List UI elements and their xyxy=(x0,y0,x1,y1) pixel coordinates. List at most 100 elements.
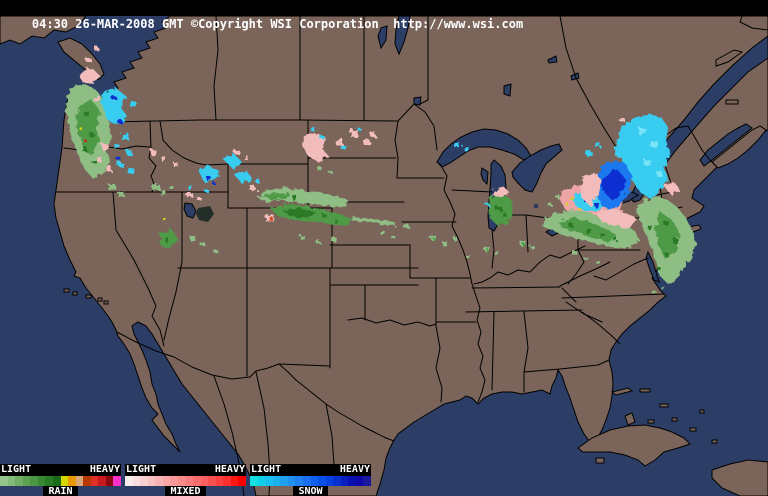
ar-tx-la-border xyxy=(435,277,443,403)
legend-color-segment xyxy=(200,476,209,486)
legend-color-segment xyxy=(45,476,53,486)
precip-new-england-snow xyxy=(580,114,680,228)
isle-of-youth xyxy=(595,457,605,464)
precip-cells-snow-cyan xyxy=(188,154,252,193)
legend-color-segment xyxy=(238,476,246,486)
al-ga-border xyxy=(523,311,529,373)
mn-west-border xyxy=(394,120,399,179)
va-nc-border xyxy=(561,293,665,299)
legend-color-segment xyxy=(147,476,156,486)
precip-cells-snow-cyan xyxy=(102,88,136,174)
legend-color-segment xyxy=(272,476,281,486)
bahamas-islands xyxy=(610,387,718,444)
nm-south-border xyxy=(278,363,331,367)
legend-color-segment xyxy=(68,476,76,486)
precip-cells-mixed xyxy=(494,187,510,197)
legend-color-segment xyxy=(125,476,133,486)
legend-color-segment xyxy=(230,476,239,486)
legend-color-segment xyxy=(280,476,288,486)
precip-cells-rain-mid xyxy=(262,193,352,226)
ohio-river-border xyxy=(473,245,586,285)
chesapeake-bay xyxy=(645,250,660,283)
wv-va-border xyxy=(567,249,585,285)
hispaniola xyxy=(711,459,768,496)
legend-color-segment xyxy=(257,476,266,486)
bc-coastal-islands xyxy=(0,15,88,45)
precip-cells-mixed xyxy=(150,150,274,222)
legend-rain-light-label: LIGHT xyxy=(1,464,32,475)
us-mexico-border xyxy=(116,331,395,442)
wa-id-border xyxy=(149,120,152,148)
precip-cell-snow xyxy=(255,179,260,183)
precip-northern-rockies xyxy=(150,150,274,253)
legend-color-segment xyxy=(98,476,106,486)
ky-tn-border xyxy=(471,286,561,289)
potomac-border xyxy=(593,257,649,281)
precip-pacific-northwest xyxy=(66,46,136,197)
red-river-border xyxy=(347,317,437,327)
lake-st-clair xyxy=(534,204,538,208)
lake-huron xyxy=(511,143,563,193)
precip-cells-rain-dark xyxy=(648,221,678,271)
precip-cell-mixed xyxy=(249,185,255,190)
province-border-1 xyxy=(213,15,219,121)
cuba xyxy=(577,424,691,467)
precip-cells-rain-dark xyxy=(165,238,169,242)
precip-michigan xyxy=(454,143,514,226)
legend-group-mixed: LIGHT HEAVY MIXED xyxy=(125,464,246,496)
legend-color-segment xyxy=(333,476,341,486)
legend-snow-title: SNOW xyxy=(250,486,371,496)
in-oh-border xyxy=(525,214,529,253)
lake-manitoba xyxy=(377,25,388,50)
mississippi-river-border xyxy=(439,163,486,403)
legend-color-segment xyxy=(295,476,303,486)
legend-color-segment xyxy=(170,476,178,486)
precip-cell-rain-yellow xyxy=(80,128,83,131)
legend-snow-light-label: LIGHT xyxy=(251,464,282,475)
shield-lake-1 xyxy=(547,55,558,64)
ca-nv-border xyxy=(112,191,165,347)
id-mt-border xyxy=(159,120,207,166)
precipitation-layer xyxy=(66,46,696,294)
legend-color-segment xyxy=(208,476,216,486)
legend-color-segment xyxy=(30,476,38,486)
precip-cells-rain-mid xyxy=(656,212,680,260)
precip-cells-rain-light xyxy=(256,188,409,243)
precip-coastal-new-england xyxy=(636,196,696,294)
legend-color-segment xyxy=(325,476,334,486)
nv-az-border xyxy=(163,261,183,341)
precip-cell-rain-heavy xyxy=(84,140,87,143)
timestamp-copyright-text: 04:30 26-MAR-2008 GMT ©Copyright WSI Cor… xyxy=(31,17,524,31)
newfoundland-corner xyxy=(739,15,768,31)
legend-color-segment xyxy=(287,476,296,486)
legend-mixed-scale-labels: LIGHT HEAVY xyxy=(125,464,246,475)
legend-color-segment xyxy=(318,476,326,486)
precip-cells-snow-cyan xyxy=(586,114,670,198)
anticosti-island xyxy=(715,49,744,67)
precip-cells-rain-yellow xyxy=(566,193,592,210)
precip-cells-rain-dark xyxy=(568,223,617,241)
lake-winnipeg xyxy=(394,15,411,56)
legend-color-segment xyxy=(0,476,8,486)
north-america-landmass xyxy=(53,15,768,496)
il-in-border xyxy=(491,229,495,269)
precip-nebraska-wyoming-band xyxy=(249,179,409,243)
legend: LIGHT HEAVY RAIN LIGHT HEAVY MIXED LIGHT… xyxy=(0,464,372,496)
precip-cells-rain-dark xyxy=(282,196,338,223)
legend-color-segment xyxy=(83,476,91,486)
legend-group-snow: LIGHT HEAVY SNOW xyxy=(250,464,371,496)
legend-color-segment xyxy=(105,476,114,486)
legend-snow-colorbar xyxy=(250,475,371,486)
legend-color-segment xyxy=(15,476,23,486)
precip-cells-rain-light xyxy=(317,167,333,174)
legend-rain-scale-labels: LIGHT HEAVY xyxy=(0,464,121,475)
legend-color-segment xyxy=(193,476,201,486)
legend-color-segment xyxy=(75,476,84,486)
legend-mixed-colorbar xyxy=(125,475,246,486)
legend-color-segment xyxy=(37,476,46,486)
legend-rain-title: RAIN xyxy=(0,486,121,496)
legend-snow-scale-labels: LIGHT HEAVY xyxy=(250,464,371,475)
legend-color-segment xyxy=(22,476,31,486)
landmass-group xyxy=(0,15,768,496)
